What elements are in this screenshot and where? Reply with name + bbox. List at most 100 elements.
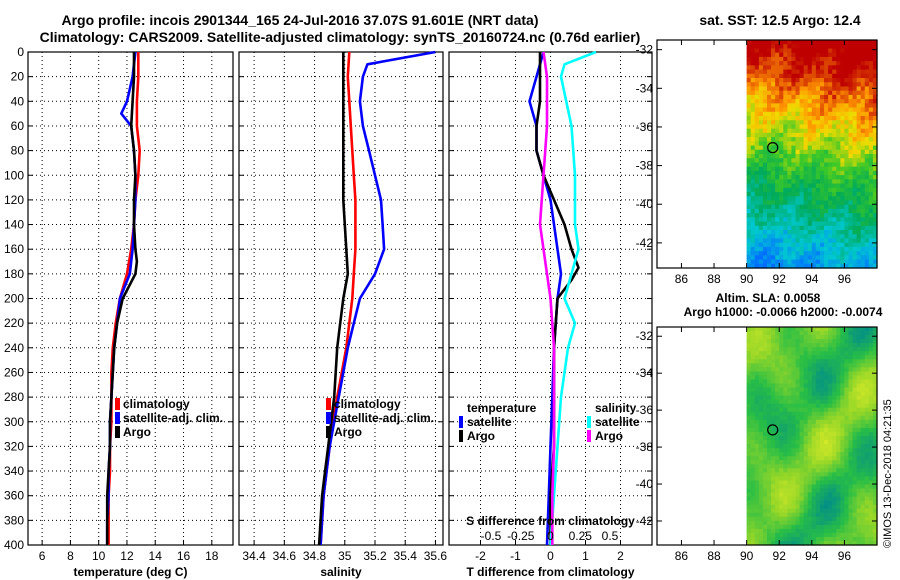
map-cell <box>746 496 752 502</box>
map-cell <box>799 103 805 109</box>
map-cell <box>819 120 825 126</box>
map-cell <box>832 82 837 88</box>
map-cell <box>767 149 772 155</box>
map-cell <box>840 379 845 385</box>
map-cell <box>832 383 837 389</box>
map-cell <box>787 166 793 172</box>
map-cell <box>819 355 825 360</box>
map-cell <box>758 170 764 176</box>
map-cell <box>852 111 858 117</box>
map-cell <box>844 170 850 176</box>
x-tick-label: 16 <box>177 549 191 563</box>
map-cell <box>762 524 768 530</box>
map-cell <box>811 94 817 100</box>
map-cell <box>807 120 813 126</box>
map-cell <box>824 460 829 465</box>
map-cell <box>783 99 788 104</box>
map-cell <box>767 251 772 256</box>
map-cell <box>767 183 772 189</box>
map-cell <box>844 500 850 506</box>
map-cell <box>868 444 874 449</box>
map-cell <box>807 339 813 344</box>
map-cell <box>754 512 760 518</box>
map-cell <box>775 383 780 389</box>
map-cell <box>815 170 821 176</box>
map-cell <box>803 496 809 502</box>
map-cell <box>832 427 837 433</box>
map-cell <box>856 540 862 546</box>
map-cell <box>803 175 809 180</box>
map-cell <box>754 363 760 368</box>
argo-position-marker <box>767 142 779 154</box>
map-cell <box>852 508 858 514</box>
map-cell <box>824 383 829 389</box>
map-cell <box>754 431 760 437</box>
map-cell <box>844 532 850 538</box>
map-cell <box>860 419 866 425</box>
map-cell <box>762 484 768 490</box>
map-cell <box>771 440 776 445</box>
map-cell <box>824 363 829 368</box>
map-cell <box>864 170 870 176</box>
map-cell <box>828 387 833 393</box>
map-cell <box>775 363 780 368</box>
map-cell <box>758 492 764 498</box>
map-cell <box>746 200 752 206</box>
map-cell <box>832 488 837 494</box>
map-cell <box>860 158 866 164</box>
secondary-tick-label: -0.25 <box>507 529 535 543</box>
map-cell <box>807 221 813 227</box>
map-cell <box>795 225 801 231</box>
map-cell <box>746 335 752 340</box>
map-cell <box>767 536 772 542</box>
map-cell <box>836 200 841 206</box>
map-cell <box>746 132 752 138</box>
y-tick-label: 120 <box>4 193 24 207</box>
map-cell <box>811 512 817 518</box>
map-cell <box>815 56 821 62</box>
map-cell <box>840 532 845 538</box>
map-cell <box>750 520 756 526</box>
map-cell <box>864 331 870 336</box>
map-cell <box>762 255 768 261</box>
map-cell <box>864 183 870 189</box>
map-cell <box>787 204 793 210</box>
map-cell <box>807 213 813 218</box>
map-cell <box>856 179 862 185</box>
map-cell <box>815 103 821 109</box>
map-cell <box>815 107 821 113</box>
map-cell <box>799 472 805 477</box>
map-cell <box>860 423 866 429</box>
x-tick-label: 34.6 <box>273 549 297 563</box>
map-cell <box>852 44 858 50</box>
map-cell <box>803 111 809 117</box>
map-cell <box>872 56 878 62</box>
map-cell <box>856 452 862 457</box>
map-cell <box>779 371 784 377</box>
map-cell <box>819 107 825 113</box>
map-cell <box>795 484 801 490</box>
map-cell <box>860 259 866 265</box>
map-cell <box>775 468 780 473</box>
map-cell <box>819 468 825 473</box>
map-cell <box>762 403 768 409</box>
map-cell <box>803 375 809 381</box>
map-cell <box>762 460 768 465</box>
map-cell <box>828 120 833 126</box>
map-cell <box>848 347 854 352</box>
map-cell <box>872 532 878 538</box>
map-cell <box>791 90 797 96</box>
map-cell <box>750 145 756 151</box>
map-cell <box>779 536 784 542</box>
map-cell <box>767 395 772 401</box>
map-cell <box>803 436 809 441</box>
map-cell <box>828 496 833 502</box>
map-cell <box>832 379 837 385</box>
map-cell <box>783 213 788 218</box>
map-cell <box>864 111 870 117</box>
map-cell <box>848 221 854 227</box>
map-cell <box>762 371 768 377</box>
map-cell <box>791 137 797 142</box>
map-cell <box>868 359 874 364</box>
map-cell <box>746 90 752 96</box>
